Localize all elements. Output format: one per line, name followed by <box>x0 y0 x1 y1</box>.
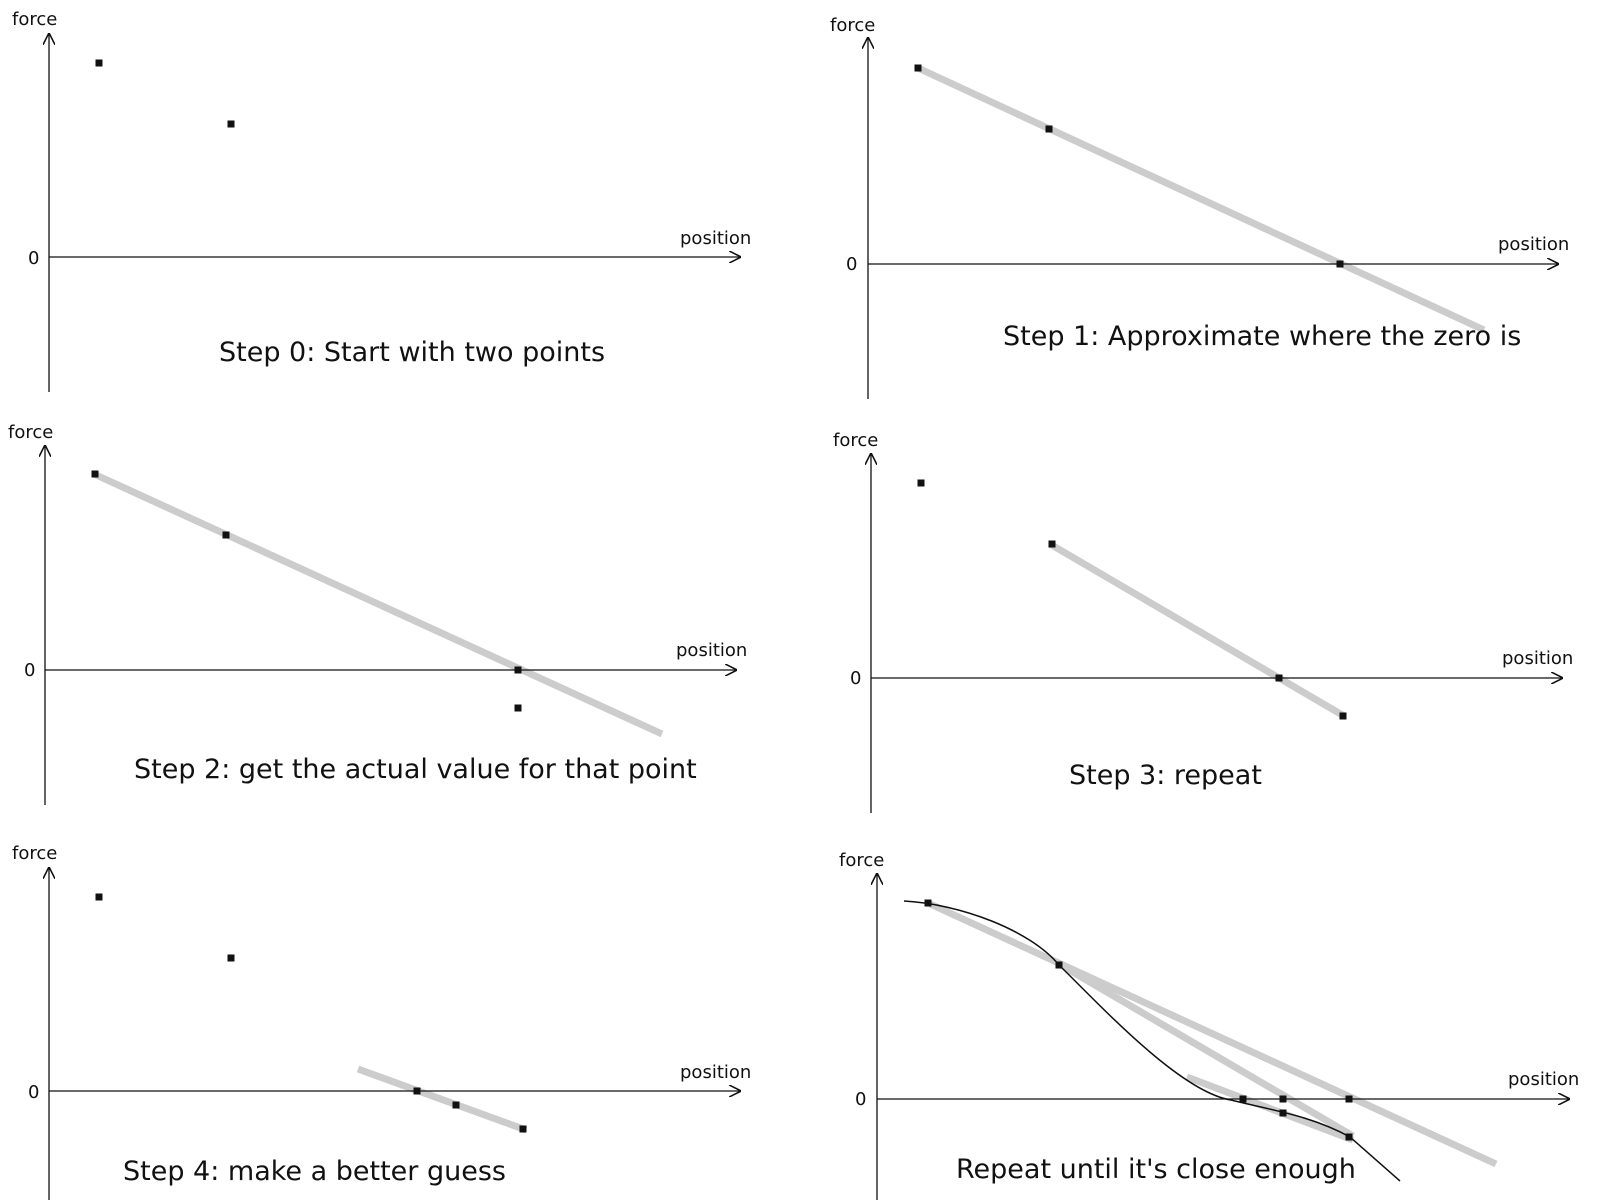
panel-caption: Step 0: Start with two points <box>219 337 605 368</box>
x-axis-label: position <box>676 640 747 661</box>
zero-tick-label: 0 <box>28 1082 39 1103</box>
zero-tick-label: 0 <box>855 1089 866 1110</box>
data-point <box>95 59 103 67</box>
panel-caption: Step 2: get the actual value for that po… <box>134 754 697 785</box>
x-axis-label: position <box>1498 234 1569 255</box>
actual-value-point <box>514 704 522 712</box>
secant-line <box>926 899 1498 1168</box>
x-axis-label: position <box>1508 1069 1579 1090</box>
y-axis-label: force <box>833 430 878 451</box>
y-axis-label: force <box>12 843 57 864</box>
force-curve <box>903 900 1401 1182</box>
panel-step-4: force position 0 Step 4: make a better g… <box>12 843 751 1200</box>
panel-step-5: force position 0 Repeat until it's close… <box>839 850 1579 1200</box>
y-axis-label: force <box>12 9 57 30</box>
zero-tick-label: 0 <box>846 254 857 275</box>
zero-estimate-point <box>1336 260 1344 268</box>
panel-caption: Step 4: make a better guess <box>123 1156 506 1187</box>
data-point <box>227 120 235 128</box>
zero-estimate-point <box>1345 1095 1353 1103</box>
data-point <box>91 470 99 478</box>
zero-tick-label: 0 <box>24 660 35 681</box>
secant-line <box>1048 540 1346 720</box>
secant-line <box>356 1065 528 1134</box>
zero-estimate-point <box>1279 1095 1287 1103</box>
secant-line <box>916 64 1486 334</box>
data-point <box>917 479 925 487</box>
panel-caption: Step 1: Approximate where the zero is <box>1003 321 1521 352</box>
panel-step-0: force position 0 Step 0: Start with two … <box>12 9 751 392</box>
data-point <box>1279 1109 1287 1117</box>
zero-estimate-point <box>1275 674 1283 682</box>
zero-estimate-point <box>1239 1095 1247 1103</box>
actual-value-point <box>1339 712 1347 720</box>
data-point <box>452 1101 460 1109</box>
data-point <box>1045 125 1053 133</box>
zero-tick-label: 0 <box>850 668 861 689</box>
x-axis-label: position <box>680 228 751 249</box>
data-point <box>1055 961 1063 969</box>
data-point <box>1048 540 1056 548</box>
secant-line <box>92 470 664 738</box>
data-point <box>924 899 932 907</box>
data-point <box>227 954 235 962</box>
actual-value-point <box>1345 1133 1353 1141</box>
actual-value-point <box>519 1125 527 1133</box>
x-axis-label: position <box>680 1062 751 1083</box>
zero-tick-label: 0 <box>28 248 39 269</box>
y-axis-label: force <box>839 850 884 871</box>
data-point <box>222 531 230 539</box>
data-point <box>914 64 922 72</box>
data-point <box>95 893 103 901</box>
panel-step-2: force position 0 Step 2: get the actual … <box>8 422 747 805</box>
panel-caption: Repeat until it's close enough <box>956 1154 1356 1185</box>
x-axis-label: position <box>1502 648 1573 669</box>
y-axis-label: force <box>830 15 875 36</box>
panel-step-1: force position 0 Step 1: Approximate whe… <box>830 15 1569 399</box>
panel-caption: Step 3: repeat <box>1069 760 1262 791</box>
panel-step-3: force position 0 Step 3: repeat <box>833 430 1573 813</box>
secant-line <box>1057 960 1355 1140</box>
zero-estimate-point <box>514 666 522 674</box>
zero-estimate-point <box>413 1087 421 1095</box>
y-axis-label: force <box>8 422 53 443</box>
